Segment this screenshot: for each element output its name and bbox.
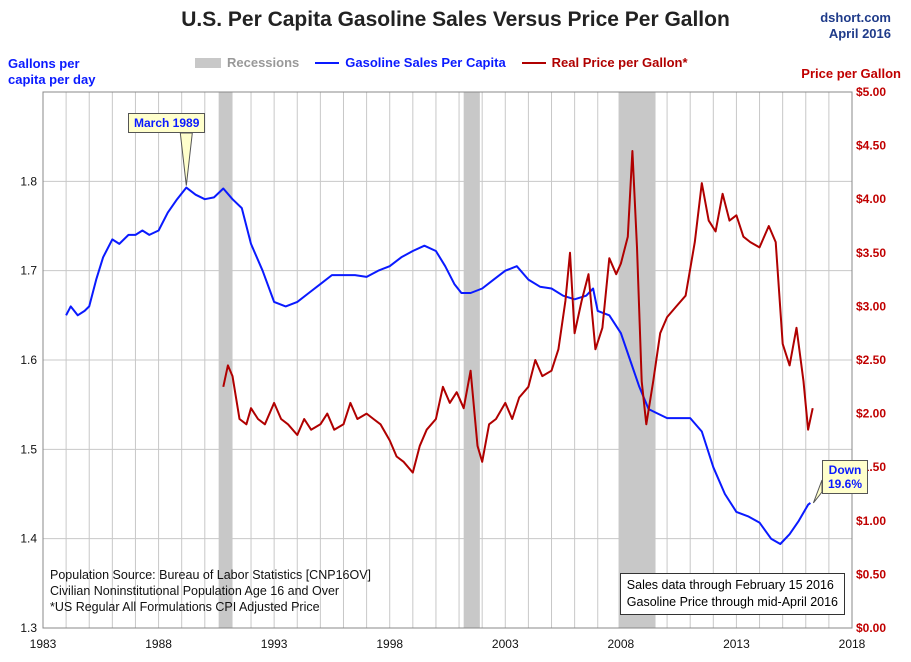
x-tick-label-5: 2008 bbox=[608, 637, 635, 651]
x-tick-label-4: 2003 bbox=[492, 637, 519, 651]
data-through-box: Sales data through February 15 2016 Gaso… bbox=[619, 573, 845, 615]
series-lines bbox=[65, 132, 823, 545]
y-right-tick-label-1: $0.50 bbox=[856, 567, 886, 581]
series-line-price bbox=[222, 150, 814, 474]
y-left-tick-label-5: 1.8 bbox=[20, 174, 37, 188]
x-tick-label-0: 1983 bbox=[30, 637, 57, 651]
legend-recessions: Recessions bbox=[195, 55, 299, 70]
down-callout-pointer bbox=[812, 479, 823, 504]
y-right-tick-label-0: $0.00 bbox=[856, 621, 886, 635]
price-line-icon bbox=[521, 61, 546, 64]
y-right-tick-label-9: $4.50 bbox=[856, 139, 886, 153]
box-line-2: Gasoline Price through mid-April 2016 bbox=[626, 595, 838, 609]
axes: 1983 1988 1993 1998 2003 2008 2013 2018 1.3 1.4 1.… bbox=[20, 85, 886, 651]
source-date: April 2016 bbox=[828, 26, 891, 41]
x-tick-label-3: 1998 bbox=[376, 637, 403, 651]
x-tick-label-1: 1988 bbox=[145, 637, 172, 651]
down-callout-line1: Down bbox=[828, 463, 862, 477]
box-line-1: Sales data through February 15 2016 bbox=[626, 578, 834, 592]
y-right-tick-label-8: $4.00 bbox=[856, 192, 886, 206]
y-left-tick-label-4: 1.7 bbox=[20, 264, 37, 278]
grid-lines bbox=[42, 92, 853, 629]
y-left-tick-label-0: 1.3 bbox=[20, 621, 37, 635]
left-axis-label-line1: Gallons per bbox=[8, 56, 80, 71]
y-left-tick-label-2: 1.5 bbox=[20, 442, 37, 456]
left-axis-label: Gallons per capita per day bbox=[8, 56, 108, 88]
y-right-tick-label-6: $3.00 bbox=[856, 299, 886, 313]
down-callout: Down 19.6% bbox=[822, 460, 869, 494]
note-line-3: *US Regular All Formulations CPI Adjuste… bbox=[50, 600, 320, 614]
note-line-2: Civilian Noninstitutional Population Age… bbox=[50, 584, 340, 598]
sales-line-icon bbox=[315, 61, 340, 64]
legend-recessions-label: Recessions bbox=[227, 55, 300, 70]
y-right-tick-label-5: $2.50 bbox=[856, 353, 886, 367]
recession-swatch-icon bbox=[195, 57, 221, 68]
plot-frame bbox=[42, 91, 853, 629]
y-left-tick-label-3: 1.6 bbox=[20, 353, 37, 367]
x-tick-label-7: 2018 bbox=[839, 637, 866, 651]
y-right-tick-label-2: $1.00 bbox=[856, 514, 886, 528]
y-right-tick-label-4: $2.00 bbox=[856, 407, 886, 421]
legend-price: Real Price per Gallon* bbox=[521, 55, 688, 70]
chart-title: U.S. Per Capita Gasoline Sales Versus Pr… bbox=[181, 8, 730, 31]
series-line-sales bbox=[65, 186, 812, 545]
legend: Recessions Gasoline Sales Per Capita Rea… bbox=[195, 55, 704, 70]
left-axis-label-line2: capita per day bbox=[8, 72, 96, 87]
legend-price-label: Real Price per Gallon* bbox=[551, 55, 688, 70]
source-notes: Population Source: Bureau of Labor Stati… bbox=[50, 567, 371, 615]
down-callout-line2: 19.6% bbox=[828, 477, 863, 491]
peak-callout: March 1989 bbox=[128, 113, 206, 133]
peak-callout-pointer bbox=[179, 132, 193, 186]
x-tick-label-6: 2013 bbox=[723, 637, 750, 651]
y-right-tick-label-7: $3.50 bbox=[856, 246, 886, 260]
source-credit: dshort.com April 2016 bbox=[820, 10, 891, 42]
right-axis-label: Price per Gallon bbox=[801, 66, 901, 81]
y-left-tick-label-1: 1.4 bbox=[20, 532, 37, 546]
legend-sales: Gasoline Sales Per Capita bbox=[315, 55, 506, 70]
x-tick-label-2: 1993 bbox=[261, 637, 288, 651]
source-site: dshort.com bbox=[820, 10, 891, 25]
y-right-tick-label-10: $5.00 bbox=[856, 85, 886, 99]
note-line-1: Population Source: Bureau of Labor Stati… bbox=[50, 568, 372, 582]
legend-sales-label: Gasoline Sales Per Capita bbox=[345, 55, 506, 70]
